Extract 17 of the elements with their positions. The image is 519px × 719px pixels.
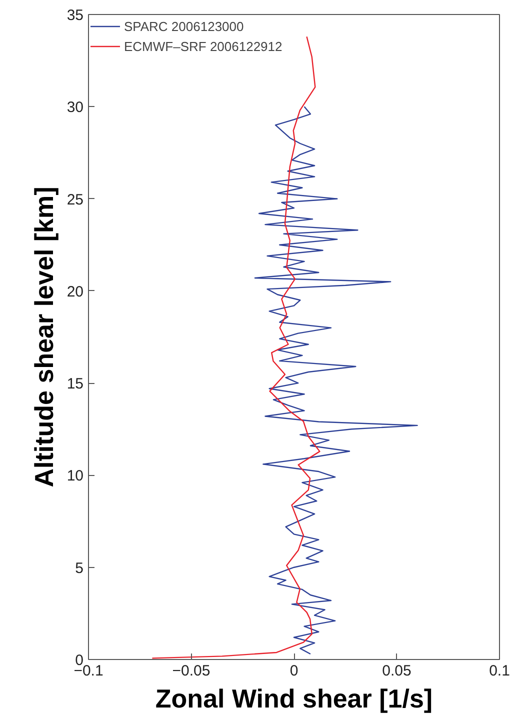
x-tick-label: 0.05	[382, 662, 412, 680]
y-tick-label: 15	[66, 376, 84, 393]
y-tick-label: 10	[66, 468, 84, 485]
x-tick-label: 0.1	[489, 662, 510, 680]
legend-label: SPARC 2006123000	[124, 18, 244, 34]
x-tick-label: 0	[290, 662, 298, 680]
y-tick-label: 25	[66, 191, 84, 208]
y-tick-label: 30	[66, 99, 84, 116]
x-tick-label: −0.05	[172, 662, 210, 680]
y-tick-label: 5	[75, 560, 84, 577]
y-tick-label: 0	[75, 652, 84, 669]
x-axis-title: Zonal Wind shear [1/s]	[155, 684, 433, 714]
y-axis-title: Altitude shear level [km]	[28, 186, 59, 488]
y-tick-label: 20	[66, 283, 84, 300]
line-series	[254, 106, 418, 655]
y-tick-label: 35	[66, 7, 84, 24]
legend-label: ECMWF–SRF 2006122912	[124, 38, 282, 54]
